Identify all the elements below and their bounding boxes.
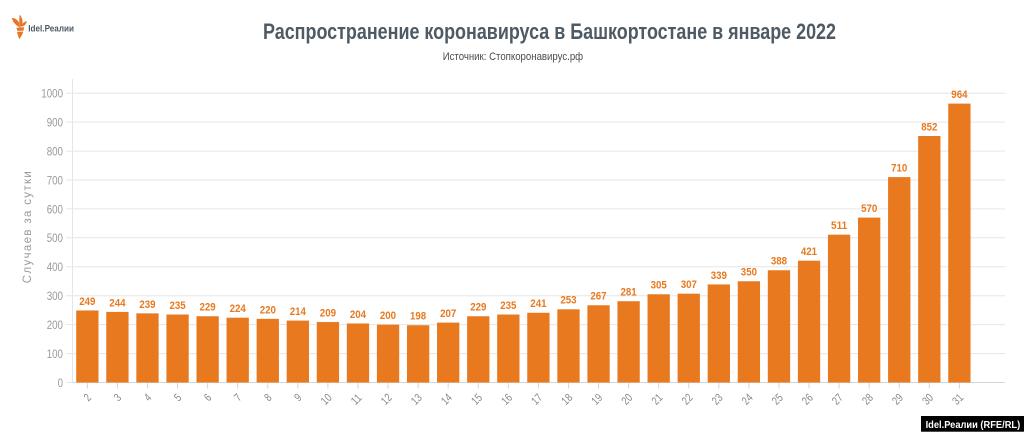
svg-text:Распространение коронавируса в: Распространение коронавируса в Башкортос… — [263, 19, 836, 44]
svg-text:900: 900 — [47, 116, 64, 130]
svg-text:307: 307 — [681, 279, 697, 291]
svg-text:281: 281 — [621, 287, 638, 299]
svg-text:200: 200 — [47, 318, 64, 332]
svg-text:421: 421 — [801, 246, 818, 258]
svg-text:1000: 1000 — [41, 87, 63, 101]
svg-text:0: 0 — [58, 376, 64, 390]
svg-text:Случаев за сутки: Случаев за сутки — [22, 171, 34, 283]
svg-text:300: 300 — [47, 289, 64, 303]
svg-text:220: 220 — [260, 304, 276, 316]
svg-text:Idel.Реалии: Idel.Реалии — [28, 23, 74, 33]
svg-text:249: 249 — [79, 296, 95, 308]
svg-text:339: 339 — [711, 270, 727, 282]
svg-text:Idel.Реалии (RFE/RL): Idel.Реалии (RFE/RL) — [926, 420, 1021, 431]
svg-text:200: 200 — [380, 310, 396, 322]
svg-text:100: 100 — [47, 347, 64, 361]
svg-text:229: 229 — [470, 302, 486, 314]
svg-text:244: 244 — [109, 297, 126, 309]
svg-text:214: 214 — [290, 306, 307, 318]
svg-text:224: 224 — [230, 303, 247, 315]
svg-text:229: 229 — [200, 302, 216, 314]
svg-text:350: 350 — [741, 267, 757, 279]
svg-text:267: 267 — [590, 291, 606, 303]
svg-text:800: 800 — [47, 145, 64, 159]
svg-text:305: 305 — [651, 280, 668, 292]
svg-text:Источник: Стопкоронавирус.рф: Источник: Стопкоронавирус.рф — [443, 51, 583, 63]
svg-text:209: 209 — [320, 307, 336, 319]
svg-text:852: 852 — [921, 121, 937, 133]
svg-text:400: 400 — [47, 260, 64, 274]
svg-text:239: 239 — [139, 299, 155, 311]
svg-text:710: 710 — [891, 163, 907, 175]
svg-text:207: 207 — [440, 308, 456, 320]
svg-text:235: 235 — [500, 300, 517, 312]
svg-text:241: 241 — [530, 298, 547, 310]
svg-text:700: 700 — [47, 173, 64, 187]
svg-text:198: 198 — [410, 311, 426, 323]
svg-text:964: 964 — [951, 89, 968, 101]
svg-text:570: 570 — [861, 203, 877, 215]
svg-text:235: 235 — [170, 300, 187, 312]
svg-text:500: 500 — [47, 231, 64, 245]
svg-text:388: 388 — [771, 256, 787, 268]
svg-text:600: 600 — [47, 202, 64, 216]
svg-text:204: 204 — [350, 309, 367, 321]
svg-text:253: 253 — [560, 295, 576, 307]
svg-text:511: 511 — [831, 220, 848, 232]
